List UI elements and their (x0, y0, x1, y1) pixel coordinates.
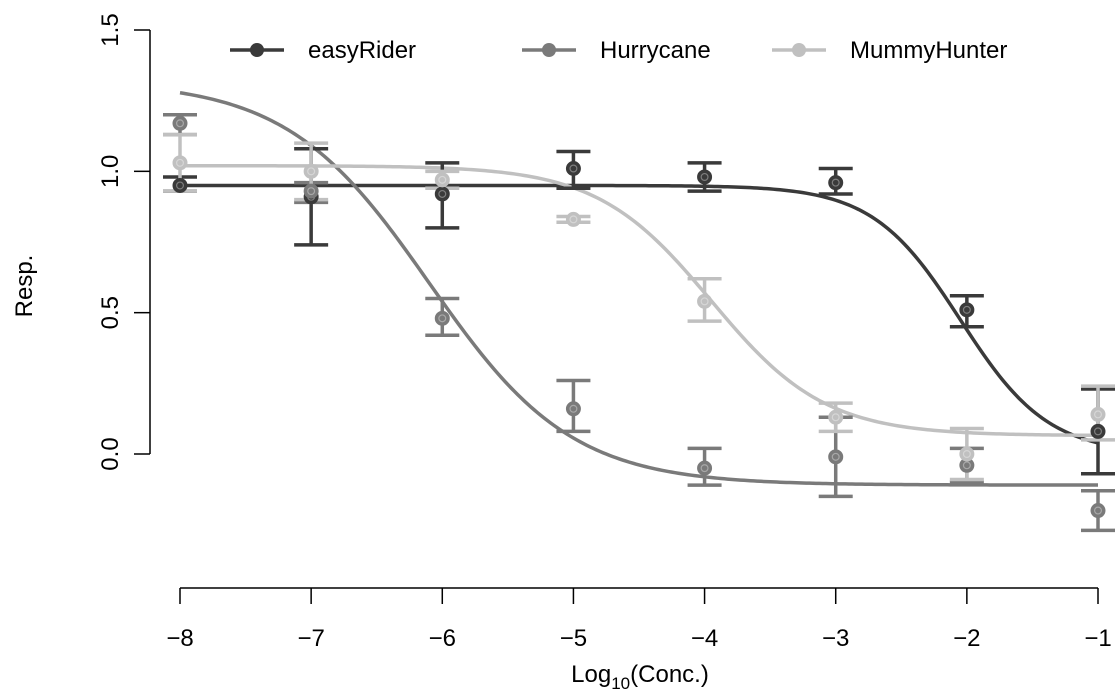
x-tick-label: −6 (429, 625, 456, 652)
point-MummyHunter (434, 172, 450, 188)
y-tick-label: 1.5 (97, 13, 124, 46)
point-highlight (569, 164, 578, 173)
x-tick-label: −7 (297, 625, 324, 652)
point-highlight (438, 314, 447, 323)
point-highlight (569, 404, 578, 413)
x-tick-label: −8 (166, 625, 193, 652)
legend-marker (250, 43, 264, 57)
fit-curve-easyRider (180, 183, 1099, 445)
point-MummyHunter (303, 163, 319, 179)
point-easyRider (828, 175, 844, 191)
legend-marker (792, 43, 806, 57)
point-highlight (307, 167, 316, 176)
point-easyRider (565, 161, 581, 177)
x-axis-label: Log10(Conc.) (571, 661, 709, 693)
point-Hurrycane (828, 449, 844, 465)
point-highlight (831, 413, 840, 422)
point-Hurrycane (434, 310, 450, 326)
point-highlight (307, 187, 316, 196)
point-highlight (700, 172, 709, 181)
point-highlight (1093, 427, 1102, 436)
point-highlight (569, 215, 578, 224)
x-tick-label: −1 (1084, 625, 1111, 652)
point-MummyHunter (172, 155, 188, 171)
point-easyRider (434, 186, 450, 202)
point-highlight (700, 464, 709, 473)
point-highlight (1093, 506, 1102, 515)
point-highlight (962, 305, 971, 314)
x-tick-label: −4 (691, 625, 718, 652)
point-easyRider (1090, 423, 1106, 439)
point-MummyHunter (565, 211, 581, 227)
point-highlight (831, 178, 840, 187)
point-highlight (438, 175, 447, 184)
point-easyRider (959, 302, 975, 318)
point-MummyHunter (828, 409, 844, 425)
x-tick-label: −5 (560, 625, 587, 652)
fit-curve-Hurrycane (179, 91, 1098, 487)
legend-marker (542, 43, 556, 57)
legend: easyRider Hurrycane MummyHunter (230, 37, 1007, 64)
point-highlight (176, 158, 185, 167)
y-tick-label: 0.5 (97, 296, 124, 329)
legend-item-Hurrycane: Hurrycane (522, 37, 711, 64)
fit-curve-MummyHunter (179, 163, 1099, 438)
point-highlight (831, 452, 840, 461)
legend-item-easyRider: easyRider (230, 37, 416, 64)
point-Hurrycane (697, 460, 713, 476)
point-highlight (962, 450, 971, 459)
y-tick-label: 0.0 (97, 437, 124, 470)
point-easyRider (172, 177, 188, 193)
point-highlight (438, 189, 447, 198)
fit-curves (179, 91, 1099, 487)
point-easyRider (697, 169, 713, 185)
y-axis-label: Resp. (11, 255, 38, 318)
point-highlight (176, 119, 185, 128)
point-MummyHunter (959, 446, 975, 462)
legend-label: Hurrycane (600, 37, 711, 64)
point-highlight (176, 181, 185, 190)
point-highlight (700, 297, 709, 306)
x-tick-label: −2 (953, 625, 980, 652)
point-highlight (962, 461, 971, 470)
point-MummyHunter (697, 293, 713, 309)
legend-item-MummyHunter: MummyHunter (772, 37, 1007, 64)
point-Hurrycane (303, 183, 319, 199)
data-points (172, 115, 1106, 519)
point-Hurrycane (565, 401, 581, 417)
y-tick-label: 1.0 (97, 155, 124, 188)
point-Hurrycane (1090, 503, 1106, 519)
x-tick-label: −3 (822, 625, 849, 652)
y-axis: 0.0 0.5 1.0 1.5 (97, 13, 151, 471)
legend-label: MummyHunter (850, 37, 1007, 64)
point-highlight (1093, 410, 1102, 419)
point-Hurrycane (172, 115, 188, 131)
point-MummyHunter (1090, 406, 1106, 422)
x-axis: −8 −7 −6 −5 −4 −3 −2 −1 (166, 587, 1112, 652)
legend-label: easyRider (308, 37, 416, 64)
